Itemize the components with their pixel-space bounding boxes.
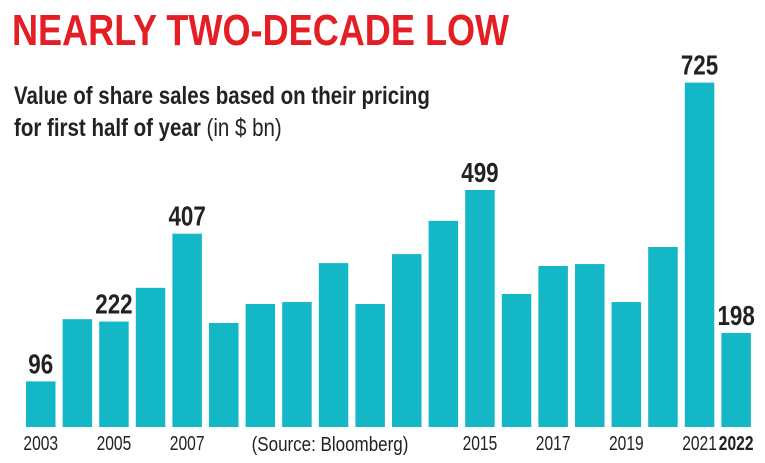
bar-2010 — [282, 302, 312, 427]
bar-2020 — [648, 246, 678, 427]
bar-2022 — [721, 332, 751, 427]
bar-2009 — [245, 303, 276, 427]
subtitle-text: for first half of year — [14, 114, 201, 142]
data-label-2022: 198 — [717, 301, 754, 332]
bar-2021 — [684, 82, 715, 427]
chart-subtitle-line1: Value of share sales based on their pric… — [14, 82, 430, 110]
bar-2016 — [501, 294, 532, 427]
unit-label: (in $ bn) — [206, 114, 282, 142]
bar-2013 — [392, 254, 422, 427]
chart-title: NEARLY TWO-DECADE LOW — [12, 6, 510, 55]
bar-2012 — [355, 303, 385, 427]
data-label-2003: 96 — [28, 349, 53, 380]
bar-2015 — [465, 189, 495, 427]
data-label-2007: 407 — [168, 201, 205, 232]
tick-label-2021: 2021 — [682, 432, 717, 454]
tick-label-2007: 2007 — [170, 432, 205, 454]
tick-label-2019: 2019 — [609, 432, 644, 454]
tick-label-2003: 2003 — [23, 432, 58, 454]
data-label-2015: 499 — [461, 158, 498, 189]
tick-label-2015: 2015 — [463, 432, 498, 454]
source-label: (Source: Bloomberg) — [252, 433, 409, 456]
tick-label-2005: 2005 — [97, 432, 132, 454]
bar-2004 — [62, 319, 93, 427]
chart-subtitle-line2: for first half of year (in $ bn) — [14, 114, 282, 143]
bar-2011 — [318, 263, 349, 427]
bar-2006 — [135, 287, 166, 427]
data-label-2005: 222 — [95, 289, 132, 320]
bar-2017 — [538, 265, 568, 427]
bar-2018 — [575, 264, 605, 427]
tick-label-2022: 2022 — [719, 432, 754, 454]
bar-2008 — [209, 322, 239, 427]
bar-2014 — [428, 220, 459, 427]
tick-label-2017: 2017 — [536, 432, 571, 454]
bar-2019 — [611, 302, 642, 427]
bar-2005 — [99, 321, 129, 427]
bar-2003 — [26, 381, 56, 427]
bar-2007 — [172, 233, 202, 427]
data-label-2021: 725 — [681, 50, 718, 81]
